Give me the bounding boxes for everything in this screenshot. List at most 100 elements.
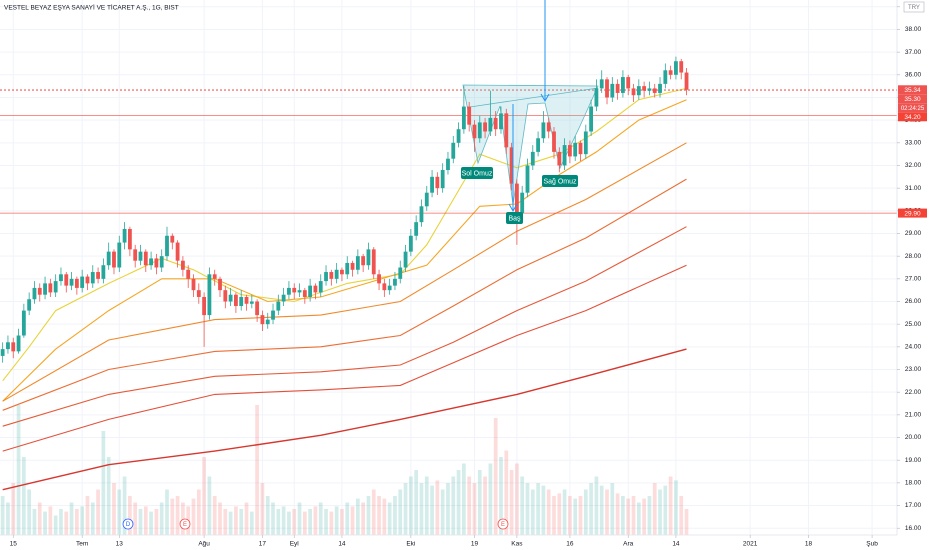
- volume-bar: [483, 476, 487, 535]
- y-tick-label: 17.00: [905, 502, 922, 509]
- volume-bar: [599, 485, 604, 535]
- volume-bar: [218, 502, 222, 535]
- volume-bar: [515, 463, 519, 535]
- candle-body: [663, 70, 668, 84]
- x-tick-label: Kas: [511, 541, 523, 548]
- volume-bar: [642, 498, 646, 535]
- volume-bar: [504, 450, 509, 535]
- event-label: D: [126, 522, 131, 528]
- y-tick-label: 20.00: [905, 434, 922, 441]
- candle-body: [149, 258, 153, 266]
- volume-bar: [96, 489, 100, 535]
- candle-body: [371, 249, 376, 275]
- volume-bar: [334, 506, 339, 535]
- candle-body: [249, 301, 254, 304]
- candles: [0, 56, 689, 363]
- price-label: 35.34: [904, 87, 921, 94]
- candle-body: [504, 113, 509, 148]
- currency-box[interactable]: [903, 1, 925, 13]
- candle-body: [127, 228, 132, 250]
- neckline: [469, 87, 599, 108]
- candle-body: [398, 267, 403, 279]
- volume-bar: [90, 502, 95, 535]
- candle-body: [679, 61, 684, 73]
- candle-body: [589, 106, 594, 132]
- volume-bar: [568, 496, 572, 535]
- volume-bar: [557, 493, 562, 535]
- candle-body: [260, 315, 265, 325]
- grid: [0, 0, 897, 535]
- candle-body: [435, 176, 440, 189]
- volume-bar: [583, 489, 588, 535]
- price-label-box: [898, 94, 927, 104]
- candle-body: [647, 88, 652, 91]
- x-tick-label: 14: [672, 541, 680, 548]
- volume-bar: [22, 457, 26, 535]
- y-tick-label: 37.00: [905, 49, 922, 56]
- candle-body: [467, 106, 472, 125]
- x-tick-label: Eki: [406, 541, 415, 548]
- countdown-box: [898, 103, 927, 113]
- candle-body: [525, 165, 530, 193]
- candle-body: [218, 278, 222, 291]
- candle-body: [239, 296, 244, 307]
- candle-body: [552, 131, 556, 152]
- candle-body: [180, 260, 185, 270]
- volume-bar: [85, 496, 90, 535]
- volume-bar: [430, 485, 434, 535]
- candle-body: [207, 274, 212, 316]
- x-tick-label: 18: [805, 541, 813, 548]
- candle-body: [626, 77, 631, 89]
- candle-body: [451, 142, 456, 159]
- volume-bar: [175, 496, 180, 535]
- volume-bar: [472, 483, 477, 535]
- candle-body: [477, 122, 482, 139]
- event-label: E: [501, 522, 505, 528]
- y-tick-label: 25.00: [905, 321, 922, 328]
- candle-body: [59, 274, 63, 282]
- event-marker[interactable]: [497, 518, 509, 530]
- volume-bar: [80, 506, 85, 535]
- candle-body: [461, 106, 466, 130]
- volume-bar: [69, 502, 74, 535]
- volume-bar: [154, 509, 159, 535]
- event-marker[interactable]: [122, 518, 134, 530]
- volume-bar: [27, 489, 32, 535]
- candle-body: [48, 283, 53, 293]
- x-tick-label: 19: [471, 541, 479, 548]
- candle-body: [69, 278, 74, 286]
- axes: 16.00 17.00 18.00 19.00 20.00 21.00 22.00 23.00…: [10, 4, 927, 548]
- volume-bar: [621, 496, 625, 535]
- y-tick-label: 38.00: [905, 26, 922, 33]
- volume-bar: [313, 506, 318, 535]
- volume-bar: [271, 502, 275, 535]
- volume-bar: [117, 489, 122, 535]
- candle-body: [340, 269, 344, 275]
- volume-bar: [324, 509, 328, 535]
- candle-body: [101, 265, 106, 279]
- volume-bar: [658, 489, 662, 535]
- volume-bar: [674, 480, 678, 535]
- annotation-box: [542, 175, 578, 187]
- candle-body: [96, 272, 100, 279]
- x-tick-label: 14: [338, 541, 346, 548]
- moving-average: [2, 142, 687, 402]
- event-marker[interactable]: [179, 518, 191, 530]
- volume-bar: [509, 470, 514, 535]
- y-tick-label: 26.00: [905, 298, 922, 305]
- volume-bar: [615, 493, 620, 535]
- x-tick-label: 16: [566, 541, 574, 548]
- volume-bar: [451, 476, 456, 535]
- head-shoulders-shape: [462, 84, 599, 206]
- volume-bar: [419, 483, 424, 535]
- volume-bar: [382, 498, 387, 535]
- volume-bar: [11, 483, 16, 535]
- candle-body: [419, 206, 424, 223]
- volume-bar: [446, 483, 450, 535]
- x-tick-label: 15: [10, 541, 18, 548]
- volume-bar: [318, 502, 323, 535]
- volume-bar: [143, 506, 148, 535]
- volume-bar: [424, 476, 429, 535]
- volume-bar: [377, 496, 381, 535]
